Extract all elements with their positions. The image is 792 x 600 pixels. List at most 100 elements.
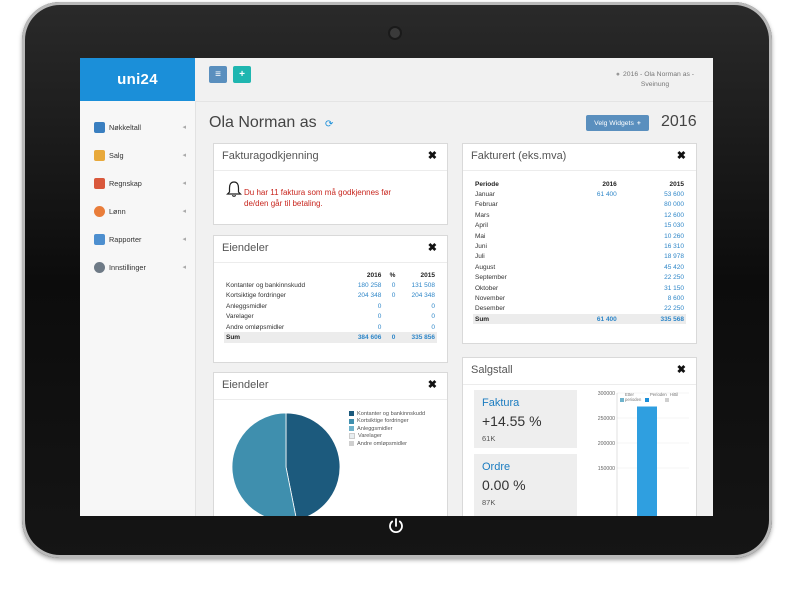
table-row: Oktober 31 150 bbox=[473, 283, 686, 293]
value-link[interactable]: 22 250 bbox=[664, 274, 684, 282]
value-link[interactable]: 10 260 bbox=[664, 232, 684, 240]
sidebar-item-salg[interactable]: Salg ◂ bbox=[80, 141, 195, 169]
value-link[interactable]: 45 420 bbox=[664, 263, 684, 271]
value-link[interactable]: 0 bbox=[431, 302, 435, 310]
value-link[interactable]: 131 508 bbox=[411, 282, 436, 290]
period-label: Oktober bbox=[475, 284, 499, 292]
sidebar-item-label: Innstillinger bbox=[109, 262, 146, 272]
sidebar-item-regnskap[interactable]: Regnskap ◂ bbox=[80, 169, 195, 197]
value-link[interactable] bbox=[560, 221, 618, 231]
value-link[interactable] bbox=[560, 283, 618, 293]
sum-label: Sum bbox=[473, 314, 561, 325]
camera-dot bbox=[390, 28, 400, 38]
value-link[interactable]: 12 600 bbox=[664, 211, 684, 219]
period-label: August bbox=[475, 263, 496, 271]
table-header: 2015 bbox=[669, 180, 684, 188]
value-link[interactable]: 18 978 bbox=[664, 253, 684, 261]
value-link[interactable]: 204 348 bbox=[411, 292, 436, 300]
legend-label: Anleggsmidler bbox=[357, 425, 393, 432]
sidebar-item-rapporter[interactable]: Rapporter ◂ bbox=[80, 225, 195, 253]
legend-label: Kortsiktige fordringer bbox=[357, 418, 409, 425]
brand-logo[interactable]: uni24 bbox=[80, 58, 195, 101]
panel-title: Eiendeler bbox=[222, 242, 269, 254]
legend-label: Hittil bbox=[670, 392, 678, 397]
kpi-invoice[interactable]: Faktura +14.55 % 61K bbox=[474, 390, 577, 448]
table-row: Mars 12 600 bbox=[473, 210, 686, 220]
add-button[interactable]: + bbox=[233, 66, 251, 83]
sidebar-item-lonn[interactable]: Lønn ◂ bbox=[80, 197, 195, 225]
table-row: November 8 600 bbox=[473, 293, 686, 303]
legend-label: Etter bbox=[625, 392, 634, 397]
close-icon[interactable]: ✖ bbox=[676, 150, 686, 162]
value-link[interactable]: 31 150 bbox=[664, 284, 684, 292]
menu-icon: ≡ bbox=[215, 69, 221, 80]
value-link[interactable] bbox=[560, 200, 618, 210]
value-link[interactable]: 0 bbox=[431, 313, 435, 321]
plus-icon: + bbox=[636, 119, 641, 127]
select-widgets-button[interactable]: Velg Widgets + bbox=[586, 115, 649, 131]
value-link[interactable] bbox=[560, 304, 618, 314]
plus-icon: + bbox=[239, 69, 245, 80]
value-link[interactable]: 0 bbox=[377, 302, 382, 310]
period-label: Mars bbox=[475, 211, 490, 219]
value-link[interactable] bbox=[560, 293, 618, 303]
user-icon bbox=[94, 205, 105, 217]
sum-row: Sum 384 606 0 335 856 bbox=[224, 332, 437, 343]
sidebar-item-innstillinger[interactable]: Innstillinger ◂ bbox=[80, 253, 195, 281]
value-link[interactable]: 8 600 bbox=[667, 294, 684, 302]
kpi-order[interactable]: Ordre 0.00 % 87K bbox=[474, 454, 577, 516]
value-link[interactable]: 22 250 bbox=[664, 305, 684, 313]
percent-value: 0 bbox=[391, 282, 396, 290]
table-header: 2015 bbox=[420, 271, 435, 279]
sum-label: Sum bbox=[224, 332, 344, 343]
close-icon[interactable]: ✖ bbox=[427, 150, 437, 162]
power-icon[interactable] bbox=[386, 516, 406, 536]
bar-perioden[interactable] bbox=[637, 406, 657, 517]
sum-row: Sum 61 400 335 568 bbox=[473, 314, 686, 325]
user-icon: ● bbox=[615, 71, 621, 78]
value-link[interactable]: 0 bbox=[377, 313, 382, 321]
pie-slice[interactable] bbox=[231, 412, 297, 516]
value-link[interactable] bbox=[560, 241, 618, 251]
value-link[interactable]: 80 000 bbox=[664, 201, 684, 209]
document-icon bbox=[94, 149, 105, 161]
value-link[interactable]: 204 348 bbox=[357, 292, 382, 300]
legend-swatch bbox=[645, 398, 649, 402]
menu-button[interactable]: ≡ bbox=[209, 66, 227, 83]
assets-pie-chart bbox=[231, 412, 341, 516]
sidebar-item-nokkeltall[interactable]: Nøkkeltall ◂ bbox=[80, 113, 195, 141]
legend-item: Kontanter og bankinnskudd bbox=[349, 410, 425, 418]
close-icon[interactable]: ✖ bbox=[676, 364, 686, 376]
value-link[interactable] bbox=[560, 262, 618, 272]
table-row: Kontanter og bankinnskudd 180 258 0 131 … bbox=[224, 280, 437, 290]
value-link[interactable] bbox=[560, 210, 618, 220]
chevron-left-icon: ◂ bbox=[182, 264, 186, 271]
sidebar-item-label: Regnskap bbox=[109, 178, 142, 188]
value-link[interactable]: 53 600 bbox=[664, 191, 684, 199]
close-icon[interactable]: ✖ bbox=[427, 379, 437, 391]
period-label: Desember bbox=[475, 305, 505, 313]
pie-slice[interactable] bbox=[285, 412, 341, 516]
value-link[interactable] bbox=[560, 231, 618, 241]
value-link[interactable]: 0 bbox=[377, 323, 382, 331]
period-label: Juni bbox=[475, 243, 487, 251]
value-link[interactable] bbox=[560, 252, 618, 262]
user-info[interactable]: ● 2016 - Ola Norman as - Sveinung bbox=[605, 70, 705, 90]
kpi-value: 0.00 % bbox=[482, 477, 526, 493]
table-header: 2016 bbox=[602, 180, 617, 188]
close-icon[interactable]: ✖ bbox=[427, 242, 437, 254]
value-link[interactable]: 61 400 bbox=[596, 191, 617, 199]
value-link[interactable]: 16 310 bbox=[664, 243, 684, 251]
chevron-left-icon: ◂ bbox=[182, 208, 186, 215]
legend-item: Andre omløpsmidler bbox=[349, 440, 425, 448]
value-link[interactable]: 0 bbox=[431, 323, 435, 331]
period-label: Mai bbox=[475, 232, 486, 240]
value-link[interactable] bbox=[560, 273, 618, 283]
legend-item: Anleggsmidler bbox=[349, 425, 425, 433]
percent-value bbox=[383, 301, 397, 311]
table-header bbox=[224, 270, 344, 280]
value-link[interactable]: 15 030 bbox=[664, 222, 684, 230]
value-link[interactable]: 180 258 bbox=[357, 282, 382, 290]
refresh-icon[interactable]: ⟳ bbox=[325, 119, 334, 130]
legend-label: Andre omløpsmidler bbox=[357, 440, 408, 447]
